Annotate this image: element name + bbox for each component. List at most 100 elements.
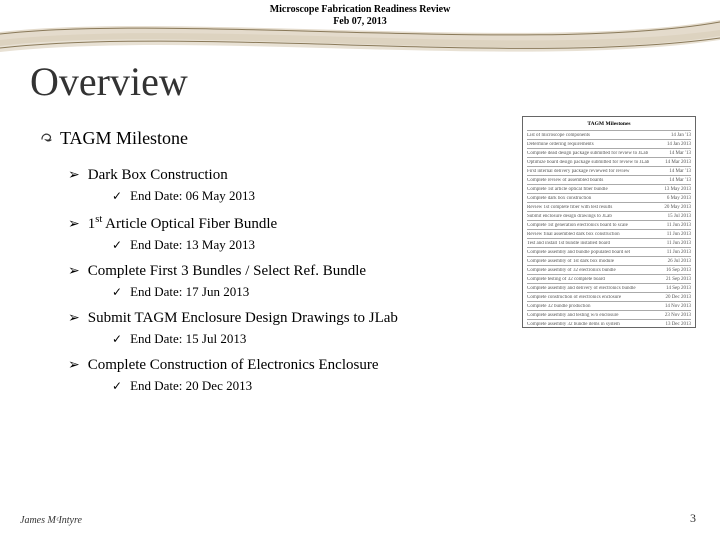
table-cell-desc: Complete assembly and bundle populated b… [527, 250, 650, 255]
table-cell-desc: First internal delivery package reviewed… [527, 169, 650, 174]
table-cell-date: 6 May 2013 [650, 196, 691, 201]
table-cell-desc: List of microscope components [527, 133, 650, 138]
table-row: Complete 1st article optical fiber bundl… [527, 184, 691, 193]
check-icon: ✓ [112, 379, 122, 393]
chevron-right-icon: ➢ [68, 358, 80, 373]
table-cell-date: 14 Sep 2013 [650, 286, 691, 291]
table-cell-date: 14 Jan 2013 [650, 142, 691, 147]
table-cell-date: 21 Sep 2013 [650, 277, 691, 282]
table-row: Review 1st complete fiber with test resu… [527, 202, 691, 211]
end-date-text: End Date: 13 May 2013 [130, 237, 255, 252]
table-cell-date: 15 Jul 2013 [650, 214, 691, 219]
table-cell-date: 13 May 2013 [650, 187, 691, 192]
table-row: Complete assembly and testing w/o enclos… [527, 310, 691, 319]
table-cell-desc: Complete testing of 32 complete board [527, 277, 650, 282]
table-cell-desc: Complete dead design package submitted f… [527, 151, 650, 156]
table-row: Complete assembly of 1st dark box module… [527, 256, 691, 265]
table-cell-desc: Complete assembly 32 bundle items in sys… [527, 322, 650, 327]
table-cell-desc: Review final assembled dark box construc… [527, 232, 650, 237]
milestone-item: ➢ Complete Construction of Electronics En… [68, 357, 510, 374]
table-cell-date: 13 Dec 2013 [650, 322, 691, 327]
milestone-list: ➢Dark Box Construction ✓ End Date: 06 May … [40, 167, 510, 394]
end-date-text: End Date: 06 May 2013 [130, 188, 255, 203]
table-row: Review final assembled dark box construc… [527, 229, 691, 238]
table-cell-desc: Review 1st complete fiber with test resu… [527, 205, 650, 210]
table-row: Optimize board design package submitted … [527, 157, 691, 166]
check-icon: ✓ [112, 332, 122, 346]
table-title: TAGM Milestones [527, 121, 691, 127]
table-cell-desc: Complete assembly and testing w/o enclos… [527, 313, 650, 318]
table-cell-date: 14 Nov 2013 [650, 304, 691, 309]
table-row: Complete assembly of 32 electronics bund… [527, 265, 691, 274]
table-row: Complete dead design package submitted f… [527, 148, 691, 157]
table-cell-date: 14 Jan '13 [650, 133, 691, 138]
table-cell-date: 11 Jun 2013 [650, 241, 691, 246]
table-cell-desc: Determine ordering requirements [527, 142, 650, 147]
milestone-end-date: ✓ End Date: 20 Dec 2013 [112, 378, 510, 394]
table-cell-desc: Optimize board design package submitted … [527, 160, 650, 165]
table-row: Complete testing of 32 complete board21 … [527, 274, 691, 283]
milestone-table: TAGM Milestones List of microscope compo… [522, 116, 696, 328]
milestone-heading: TAGM Milestone [40, 128, 510, 149]
table-cell-date: 14 Mar '13 [650, 151, 691, 156]
table-cell-desc: Complete assembly and delivery of electr… [527, 286, 650, 291]
table-cell-date: 11 Jun 2013 [650, 250, 691, 255]
end-date-text: End Date: 20 Dec 2013 [130, 378, 252, 393]
milestone-end-date: ✓ End Date: 17 Jun 2013 [112, 284, 510, 300]
table-cell-desc: Complete assembly of 32 electronics bund… [527, 268, 650, 273]
milestone-item-label: Complete Construction of Electronics Enc… [88, 357, 379, 373]
milestone-end-date: ✓End Date: 13 May 2013 [112, 237, 510, 253]
table-cell-desc: Complete assembly of 1st dark box module [527, 259, 650, 264]
table-cell-date: 14 Mar 2013 [650, 160, 691, 165]
milestone-end-date: ✓ End Date: 15 Jul 2013 [112, 331, 510, 347]
table-cell-date: 20 May 2013 [650, 205, 691, 210]
table-cell-desc: Complete review of assembled boards [527, 178, 650, 183]
milestone-item: ➢Submit TAGM Enclosure Design Drawings t… [68, 310, 510, 327]
table-row: List of microscope components14 Jan '13 [527, 130, 691, 139]
chevron-right-icon: ➢ [68, 217, 80, 232]
table-cell-date: 11 Jun 2013 [650, 223, 691, 228]
milestone-item: ➢Dark Box Construction [68, 167, 510, 184]
table-row: Determine ordering requirements14 Jan 20… [527, 139, 691, 148]
check-icon: ✓ [112, 285, 122, 299]
end-date-text: End Date: 15 Jul 2013 [130, 331, 246, 346]
table-cell-date: 11 Jun 2013 [650, 232, 691, 237]
check-icon: ✓ [112, 189, 122, 203]
table-row: Complete 32 bundle production14 Nov 2013 [527, 301, 691, 310]
table-row: Complete construction of electronics enc… [527, 292, 691, 301]
table-cell-desc: Submit enclosure design drawings to JLab [527, 214, 650, 219]
milestone-item: ➢ 1st Article Optical Fiber Bundle [68, 214, 510, 233]
content-body: TAGM Milestone ➢Dark Box Construction✓En… [40, 128, 510, 398]
milestone-item: ➢ Complete First 3 Bundles / Select Ref. … [68, 263, 510, 280]
milestone-item-label: 1st Article Optical Fiber Bundle [88, 216, 277, 232]
script-bullet-icon [40, 128, 54, 148]
chevron-right-icon: ➢ [68, 168, 80, 183]
header-line1: Microscope Fabrication Readiness Review [0, 4, 720, 16]
table-cell-date: 14 Mar '13 [650, 178, 691, 183]
page-number: 3 [690, 511, 696, 526]
table-row: Complete 1st generation electronics boar… [527, 220, 691, 229]
header: Microscope Fabrication Readiness Review … [0, 4, 720, 28]
milestone-item-label: Complete First 3 Bundles / Select Ref. B… [88, 263, 366, 279]
table-row: Submit enclosure design drawings to JLab… [527, 211, 691, 220]
table-row: Complete assembly and bundle populated b… [527, 247, 691, 256]
table-cell-desc: Complete dark box construction [527, 196, 650, 201]
slide-title: Overview [30, 58, 188, 105]
table-cell-date: 14 Mar '13 [650, 169, 691, 174]
table-row: Test and install 1st bundle installed bo… [527, 238, 691, 247]
table-cell-date: 16 Sep 2013 [650, 268, 691, 273]
table-cell-date: 23 Nov 2013 [650, 313, 691, 318]
milestone-end-date: ✓ End Date: 06 May 2013 [112, 188, 510, 204]
table-cell-desc: Complete construction of electronics enc… [527, 295, 650, 300]
header-line2: Feb 07, 2013 [0, 16, 720, 28]
chevron-right-icon: ➢ [68, 264, 80, 279]
table-cell-desc: Complete 1st generation electronics boar… [527, 223, 650, 228]
footer-author: James MᶜIntyre [20, 515, 82, 526]
chevron-right-icon: ➢ [68, 311, 80, 326]
table-row: First internal delivery package reviewed… [527, 166, 691, 175]
end-date-text: End Date: 17 Jun 2013 [130, 284, 249, 299]
table-row: Complete assembly 32 bundle items in sys… [527, 319, 691, 328]
table-row: Complete assembly and delivery of electr… [527, 283, 691, 292]
table-cell-date: 20 Dec 2013 [650, 295, 691, 300]
table-row: Complete review of assembled boards14 Ma… [527, 175, 691, 184]
